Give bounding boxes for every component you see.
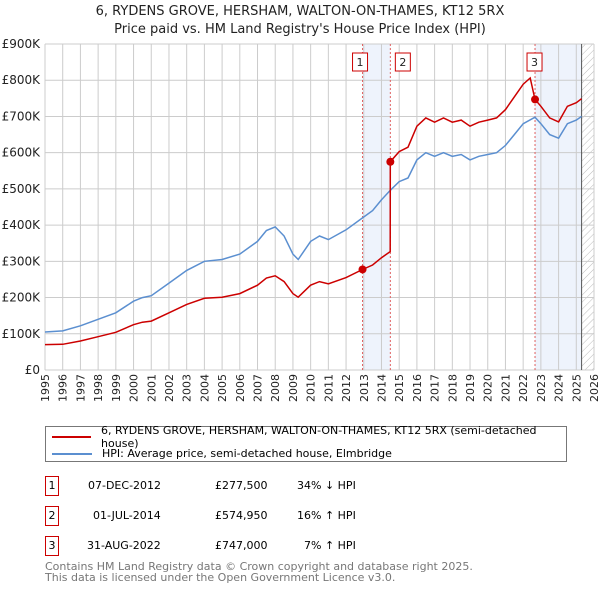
sale-label: 1 bbox=[357, 56, 364, 69]
x-tick-label: 2019 bbox=[464, 374, 477, 402]
x-tick-label: 1995 bbox=[39, 374, 52, 402]
legend-swatch-property bbox=[52, 435, 92, 438]
sale-number: 3 bbox=[45, 536, 59, 556]
y-tick-label: £700K bbox=[2, 109, 42, 123]
x-tick-label: 2025 bbox=[570, 374, 583, 402]
y-tick-label: £300K bbox=[2, 254, 42, 268]
sale-date: 01-JUL-2014 bbox=[93, 509, 161, 522]
y-tick-label: £900K bbox=[2, 37, 42, 51]
x-tick-label: 2013 bbox=[358, 374, 371, 402]
y-tick-label: £800K bbox=[2, 73, 42, 87]
footer-copyright: Contains HM Land Registry data © Crown c… bbox=[45, 560, 473, 573]
x-tick-label: 2011 bbox=[322, 374, 335, 402]
sale-number: 1 bbox=[45, 476, 59, 496]
x-tick-label: 2022 bbox=[517, 374, 530, 402]
x-tick-label: 1996 bbox=[57, 374, 70, 402]
x-tick-label: 2012 bbox=[340, 374, 353, 402]
sale-point bbox=[358, 265, 367, 274]
legend-swatch-hpi bbox=[52, 452, 92, 455]
y-tick-label: £200K bbox=[2, 291, 42, 305]
x-tick-label: 1998 bbox=[92, 374, 105, 402]
x-tick-label: 2008 bbox=[269, 374, 282, 402]
sale-price: £277,500 bbox=[215, 479, 268, 492]
sale-price: £574,950 bbox=[215, 509, 268, 522]
x-tick-label: 2020 bbox=[482, 374, 495, 402]
chart-subtitle: Price paid vs. HM Land Registry's House … bbox=[114, 22, 486, 37]
sale-hpi: 16% ↑ HPI bbox=[297, 509, 356, 522]
sale-label: 2 bbox=[399, 56, 406, 69]
x-tick-label: 2016 bbox=[411, 374, 424, 402]
x-tick-label: 2009 bbox=[287, 374, 300, 402]
x-tick-label: 2024 bbox=[553, 374, 566, 402]
legend-label-property: 6, RYDENS GROVE, HERSHAM, WALTON-ON-THAM… bbox=[101, 423, 537, 450]
forecast-hatch bbox=[581, 44, 594, 370]
x-tick-label: 2018 bbox=[446, 374, 459, 402]
y-tick-label: £600K bbox=[2, 146, 42, 160]
x-tick-label: 2014 bbox=[375, 374, 388, 402]
x-tick-label: 2010 bbox=[305, 374, 318, 402]
sale-point bbox=[386, 157, 395, 166]
legend: 6, RYDENS GROVE, HERSHAM, WALTON-ON-THAM… bbox=[45, 423, 567, 462]
sale-label-box bbox=[394, 52, 411, 72]
y-tick-label: £400K bbox=[2, 218, 42, 232]
x-tick-label: 2005 bbox=[216, 374, 229, 402]
y-tick-label: £100K bbox=[2, 327, 42, 341]
sale-label: 3 bbox=[531, 56, 538, 69]
y-tick-label: £500K bbox=[2, 182, 42, 196]
footer-licence: This data is licensed under the Open Gov… bbox=[45, 571, 396, 584]
plot-area: 1995 1996 1997 1998 1999 2000 2001 2002 2003 2004… bbox=[2, 37, 600, 402]
series-line bbox=[44, 115, 583, 333]
x-tick-label: 2026 bbox=[588, 374, 600, 402]
x-tick-label: 2003 bbox=[181, 374, 194, 402]
x-tick-label: 2004 bbox=[198, 374, 211, 402]
sale-hpi: 7% ↑ HPI bbox=[304, 539, 356, 552]
x-tick-label: 1997 bbox=[74, 374, 87, 402]
x-tick-label: 2023 bbox=[535, 374, 548, 402]
x-tick-label: 2000 bbox=[128, 374, 141, 402]
x-tick-label: 2001 bbox=[145, 374, 158, 402]
x-tick-label: 2015 bbox=[393, 374, 406, 402]
sale-label-box bbox=[526, 52, 543, 72]
sale-point bbox=[531, 95, 540, 104]
sale-date: 31-AUG-2022 bbox=[87, 539, 161, 552]
x-tick-label: 2021 bbox=[499, 374, 512, 402]
x-tick-label: 2017 bbox=[429, 374, 442, 402]
x-tick-label: 2002 bbox=[163, 374, 176, 402]
legend-label-hpi: HPI: Average price, semi-detached house,… bbox=[102, 447, 392, 460]
y-tick-label: £0 bbox=[25, 363, 40, 377]
sale-hpi: 34% ↓ HPI bbox=[297, 479, 356, 492]
sale-number: 2 bbox=[45, 506, 59, 526]
sale-date: 07-DEC-2012 bbox=[88, 479, 162, 492]
x-tick-label: 1999 bbox=[110, 374, 123, 402]
x-tick-label: 2006 bbox=[234, 374, 247, 402]
series-line bbox=[44, 76, 583, 346]
x-tick-label: 2007 bbox=[252, 374, 265, 402]
chart-title: 6, RYDENS GROVE, HERSHAM, WALTON-ON-THAM… bbox=[95, 4, 505, 19]
sale-price: £747,000 bbox=[215, 539, 268, 552]
sale-label-box bbox=[352, 52, 369, 72]
